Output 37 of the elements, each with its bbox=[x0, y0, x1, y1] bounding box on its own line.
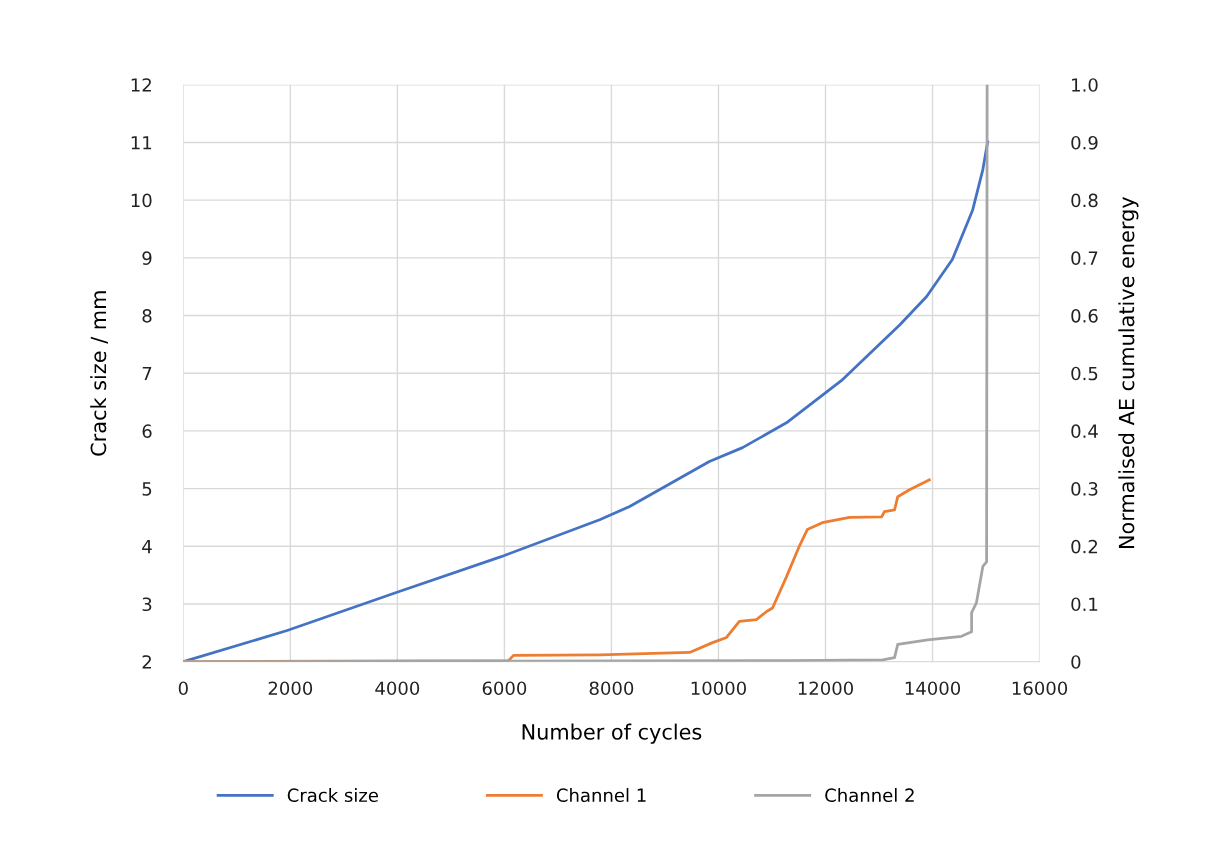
x-tick-label: 12000 bbox=[798, 681, 854, 696]
y-tick-label: 9 bbox=[142, 251, 152, 265]
legend-label: Channel 1 bbox=[556, 788, 646, 803]
y2-tick-label: 0 bbox=[1071, 655, 1081, 669]
y2-tick-label: 0.4 bbox=[1071, 424, 1098, 439]
y-tick-label: 2 bbox=[142, 655, 151, 669]
y2-tick-label: 0.1 bbox=[1071, 597, 1098, 612]
x-tick-label: 4000 bbox=[375, 681, 420, 696]
y-tick-label: 8 bbox=[142, 308, 152, 323]
y2-tick-label: 0.8 bbox=[1071, 193, 1098, 208]
x-tick-label: 8000 bbox=[589, 681, 634, 696]
x-tick-label: 14000 bbox=[905, 681, 961, 696]
y-tick-label: 10 bbox=[131, 193, 152, 208]
y-tick-label: 3 bbox=[142, 597, 152, 612]
y2-tick-label: 0.6 bbox=[1071, 308, 1098, 323]
x-tick-label: 0 bbox=[178, 681, 188, 696]
y-tick-label: 11 bbox=[131, 136, 152, 150]
y-tick-label: 5 bbox=[142, 482, 152, 496]
y2-tick-label: 0.2 bbox=[1071, 539, 1098, 554]
y-tick-label: 4 bbox=[142, 540, 152, 554]
legend-label: Channel 2 bbox=[825, 788, 914, 803]
x-axis-title: Number of cycles bbox=[522, 723, 702, 744]
x-tick-label: 6000 bbox=[482, 681, 527, 696]
y2-tick-label: 0.9 bbox=[1071, 135, 1098, 150]
x-tick-label: 2000 bbox=[268, 681, 313, 696]
x-tick-label: 10000 bbox=[691, 681, 746, 696]
y-tick-label: 12 bbox=[131, 78, 151, 92]
x-tick-label: 16000 bbox=[1012, 681, 1068, 696]
y2-axis-title: Normalised AE cumulative energy bbox=[1118, 196, 1139, 549]
y-tick-label: 6 bbox=[142, 424, 152, 439]
y-axis-title: Crack size / mm bbox=[90, 291, 108, 456]
y-tick-label: 7 bbox=[142, 366, 152, 381]
legend-label: Crack size bbox=[287, 788, 378, 803]
y2-tick-label: 0.3 bbox=[1071, 482, 1098, 496]
y2-tick-label: 0.5 bbox=[1071, 366, 1098, 381]
y2-tick-label: 0.7 bbox=[1071, 251, 1098, 265]
y2-tick-label: 1.0 bbox=[1072, 78, 1098, 92]
